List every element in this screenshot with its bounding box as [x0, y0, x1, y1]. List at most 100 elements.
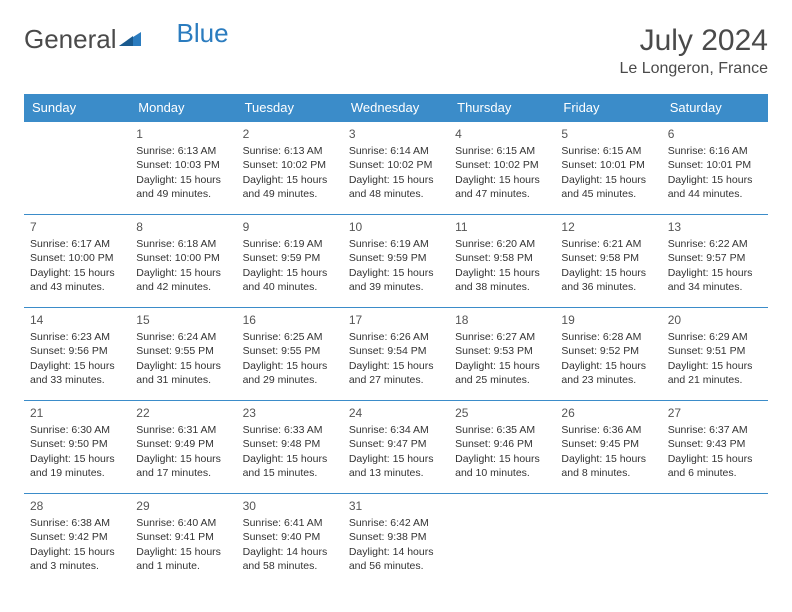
sunset-text: Sunset: 9:50 PM	[30, 437, 124, 451]
logo-icon	[119, 22, 141, 53]
calendar-day-cell	[24, 122, 130, 215]
daylight-text: Daylight: 15 hours and 42 minutes.	[136, 266, 230, 294]
calendar-body: 1Sunrise: 6:13 AMSunset: 10:03 PMDayligh…	[24, 122, 768, 587]
day-number: 11	[455, 219, 549, 235]
sunrise-text: Sunrise: 6:13 AM	[136, 144, 230, 158]
brand-part2: Blue	[177, 18, 229, 49]
daylight-text: Daylight: 15 hours and 31 minutes.	[136, 359, 230, 387]
day-number: 12	[561, 219, 655, 235]
daylight-text: Daylight: 15 hours and 15 minutes.	[243, 452, 337, 480]
day-number: 23	[243, 405, 337, 421]
calendar-day-cell: 16Sunrise: 6:25 AMSunset: 9:55 PMDayligh…	[237, 308, 343, 401]
calendar-day-cell: 13Sunrise: 6:22 AMSunset: 9:57 PMDayligh…	[662, 215, 768, 308]
sunrise-text: Sunrise: 6:28 AM	[561, 330, 655, 344]
calendar-week-row: 28Sunrise: 6:38 AMSunset: 9:42 PMDayligh…	[24, 494, 768, 587]
sunrise-text: Sunrise: 6:36 AM	[561, 423, 655, 437]
calendar-day-cell: 9Sunrise: 6:19 AMSunset: 9:59 PMDaylight…	[237, 215, 343, 308]
sunrise-text: Sunrise: 6:37 AM	[668, 423, 762, 437]
calendar-day-cell: 22Sunrise: 6:31 AMSunset: 9:49 PMDayligh…	[130, 401, 236, 494]
calendar-day-cell: 28Sunrise: 6:38 AMSunset: 9:42 PMDayligh…	[24, 494, 130, 587]
sunset-text: Sunset: 10:02 PM	[243, 158, 337, 172]
calendar-day-cell: 29Sunrise: 6:40 AMSunset: 9:41 PMDayligh…	[130, 494, 236, 587]
day-number: 7	[30, 219, 124, 235]
daylight-text: Daylight: 15 hours and 17 minutes.	[136, 452, 230, 480]
sunset-text: Sunset: 10:03 PM	[136, 158, 230, 172]
daylight-text: Daylight: 15 hours and 21 minutes.	[668, 359, 762, 387]
sunrise-text: Sunrise: 6:41 AM	[243, 516, 337, 530]
day-number: 9	[243, 219, 337, 235]
calendar-week-row: 14Sunrise: 6:23 AMSunset: 9:56 PMDayligh…	[24, 308, 768, 401]
daylight-text: Daylight: 15 hours and 36 minutes.	[561, 266, 655, 294]
calendar-day-cell: 17Sunrise: 6:26 AMSunset: 9:54 PMDayligh…	[343, 308, 449, 401]
day-number: 26	[561, 405, 655, 421]
calendar-header-cell: Saturday	[662, 94, 768, 122]
brand-logo: General Blue	[24, 24, 229, 55]
day-number: 3	[349, 126, 443, 142]
calendar-day-cell: 12Sunrise: 6:21 AMSunset: 9:58 PMDayligh…	[555, 215, 661, 308]
daylight-text: Daylight: 15 hours and 1 minute.	[136, 545, 230, 573]
sunset-text: Sunset: 9:41 PM	[136, 530, 230, 544]
sunrise-text: Sunrise: 6:40 AM	[136, 516, 230, 530]
daylight-text: Daylight: 15 hours and 6 minutes.	[668, 452, 762, 480]
daylight-text: Daylight: 15 hours and 27 minutes.	[349, 359, 443, 387]
calendar-day-cell: 27Sunrise: 6:37 AMSunset: 9:43 PMDayligh…	[662, 401, 768, 494]
calendar-week-row: 7Sunrise: 6:17 AMSunset: 10:00 PMDayligh…	[24, 215, 768, 308]
sunrise-text: Sunrise: 6:15 AM	[561, 144, 655, 158]
calendar-day-cell	[449, 494, 555, 587]
daylight-text: Daylight: 14 hours and 56 minutes.	[349, 545, 443, 573]
sunset-text: Sunset: 9:52 PM	[561, 344, 655, 358]
sunrise-text: Sunrise: 6:19 AM	[243, 237, 337, 251]
sunrise-text: Sunrise: 6:24 AM	[136, 330, 230, 344]
day-number: 8	[136, 219, 230, 235]
brand-part1: General	[24, 24, 117, 55]
calendar-day-cell: 6 Sunrise: 6:16 AMSunset: 10:01 PMDayligh…	[662, 122, 768, 215]
page-header: General Blue July 2024 Le Longeron, Fran…	[24, 24, 768, 78]
daylight-text: Daylight: 15 hours and 19 minutes.	[30, 452, 124, 480]
sunrise-text: Sunrise: 6:25 AM	[243, 330, 337, 344]
calendar-day-cell: 31Sunrise: 6:42 AMSunset: 9:38 PMDayligh…	[343, 494, 449, 587]
calendar-header-cell: Monday	[130, 94, 236, 122]
title-block: July 2024 Le Longeron, France	[619, 24, 768, 78]
sunset-text: Sunset: 10:00 PM	[30, 251, 124, 265]
calendar-day-cell: 18Sunrise: 6:27 AMSunset: 9:53 PMDayligh…	[449, 308, 555, 401]
sunrise-text: Sunrise: 6:30 AM	[30, 423, 124, 437]
sunset-text: Sunset: 9:48 PM	[243, 437, 337, 451]
daylight-text: Daylight: 15 hours and 40 minutes.	[243, 266, 337, 294]
calendar-day-cell: 7 Sunrise: 6:17 AMSunset: 10:00 PMDayligh…	[24, 215, 130, 308]
day-number: 2	[243, 126, 337, 142]
day-number: 31	[349, 498, 443, 514]
calendar-day-cell: 2Sunrise: 6:13 AMSunset: 10:02 PMDayligh…	[237, 122, 343, 215]
day-number: 17	[349, 312, 443, 328]
calendar-day-cell	[555, 494, 661, 587]
sunrise-text: Sunrise: 6:19 AM	[349, 237, 443, 251]
daylight-text: Daylight: 15 hours and 49 minutes.	[136, 173, 230, 201]
sunset-text: Sunset: 9:57 PM	[668, 251, 762, 265]
sunset-text: Sunset: 10:01 PM	[668, 158, 762, 172]
sunset-text: Sunset: 9:59 PM	[349, 251, 443, 265]
sunset-text: Sunset: 9:42 PM	[30, 530, 124, 544]
calendar-header-row: SundayMondayTuesdayWednesdayThursdayFrid…	[24, 94, 768, 122]
day-number: 4	[455, 126, 549, 142]
sunrise-text: Sunrise: 6:42 AM	[349, 516, 443, 530]
day-number: 21	[30, 405, 124, 421]
calendar-day-cell: 24Sunrise: 6:34 AMSunset: 9:47 PMDayligh…	[343, 401, 449, 494]
sunrise-text: Sunrise: 6:16 AM	[668, 144, 762, 158]
daylight-text: Daylight: 15 hours and 47 minutes.	[455, 173, 549, 201]
daylight-text: Daylight: 15 hours and 45 minutes.	[561, 173, 655, 201]
calendar-day-cell: 4Sunrise: 6:15 AMSunset: 10:02 PMDayligh…	[449, 122, 555, 215]
sunset-text: Sunset: 9:58 PM	[455, 251, 549, 265]
sunset-text: Sunset: 10:01 PM	[561, 158, 655, 172]
sunset-text: Sunset: 9:49 PM	[136, 437, 230, 451]
day-number: 18	[455, 312, 549, 328]
sunrise-text: Sunrise: 6:14 AM	[349, 144, 443, 158]
sunrise-text: Sunrise: 6:29 AM	[668, 330, 762, 344]
daylight-text: Daylight: 15 hours and 43 minutes.	[30, 266, 124, 294]
daylight-text: Daylight: 15 hours and 44 minutes.	[668, 173, 762, 201]
day-number: 20	[668, 312, 762, 328]
sunrise-text: Sunrise: 6:31 AM	[136, 423, 230, 437]
daylight-text: Daylight: 15 hours and 34 minutes.	[668, 266, 762, 294]
day-number: 6	[668, 126, 762, 142]
sunset-text: Sunset: 9:55 PM	[243, 344, 337, 358]
sunset-text: Sunset: 9:58 PM	[561, 251, 655, 265]
sunrise-text: Sunrise: 6:17 AM	[30, 237, 124, 251]
